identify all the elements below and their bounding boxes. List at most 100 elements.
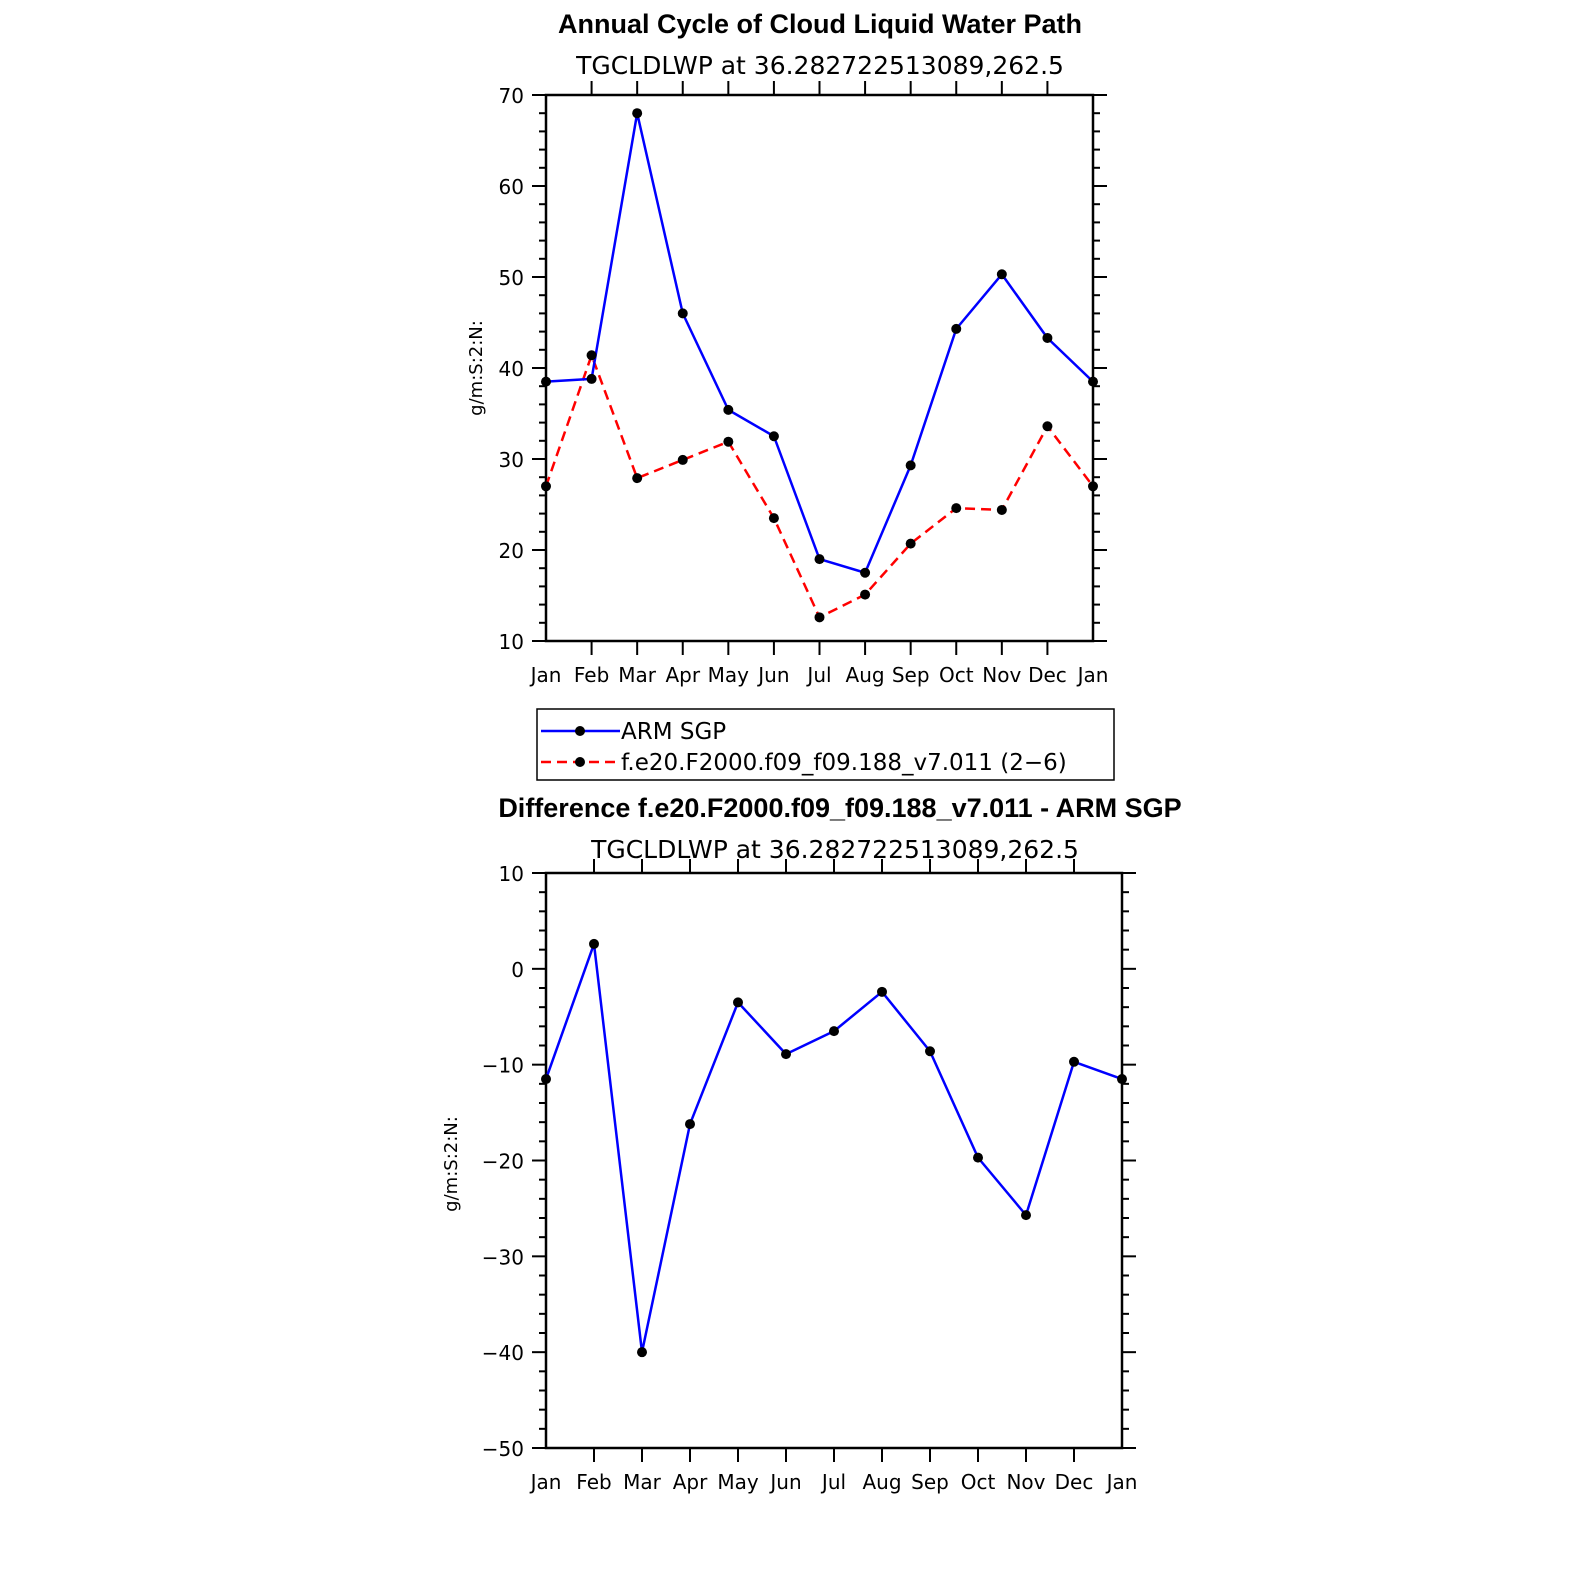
series-0-point — [723, 404, 734, 415]
y-tick-label: 60 — [499, 175, 524, 199]
x-tick-label: Mar — [618, 663, 657, 687]
x-tick-label: Dec — [1055, 1470, 1094, 1494]
series-1-point — [814, 612, 825, 623]
series-0-point — [1117, 1074, 1127, 1085]
x-tick-label: Jun — [768, 1470, 801, 1494]
x-tick-label: Dec — [1028, 663, 1067, 687]
series-0-point — [973, 1152, 983, 1163]
y-tick-label: 40 — [499, 357, 524, 381]
series-0-point — [996, 269, 1007, 280]
y-tick-label: −10 — [482, 1054, 524, 1078]
series-0-point — [589, 938, 599, 949]
top-y-axis-label: g/m:S:2:N: — [466, 320, 487, 416]
series-0-point — [877, 986, 887, 997]
y-tick-label: 50 — [499, 266, 524, 290]
y-tick-label: 30 — [499, 448, 524, 472]
x-tick-label: Feb — [574, 663, 609, 687]
series-1-point — [768, 513, 779, 524]
series-0-point — [637, 1347, 647, 1358]
series-0-point — [541, 376, 551, 387]
x-tick-label: Apr — [665, 663, 700, 687]
x-tick-label: Jul — [820, 1470, 846, 1494]
series-1-point — [996, 504, 1007, 515]
series-1-point — [586, 350, 597, 361]
x-tick-label: Sep — [911, 1470, 949, 1494]
y-tick-label: 20 — [499, 539, 524, 563]
series-1-point — [951, 503, 962, 514]
series-0-point — [925, 1046, 935, 1057]
series-1-point — [1088, 481, 1098, 492]
series-0-point — [905, 460, 916, 471]
x-tick-label: Oct — [961, 1470, 996, 1494]
y-tick-label: −50 — [482, 1437, 524, 1461]
x-tick-label: Nov — [982, 663, 1021, 687]
y-tick-label: −40 — [482, 1341, 524, 1365]
series-line-0 — [545, 111, 1094, 574]
x-tick-label: Oct — [939, 663, 974, 687]
x-tick-label: Apr — [673, 1470, 708, 1494]
x-tick-label: May — [717, 1470, 759, 1494]
x-tick-label: Jan — [529, 663, 562, 687]
x-tick-label: Jul — [805, 663, 831, 687]
y-tick-label: −20 — [482, 1150, 524, 1174]
x-tick-label: Mar — [623, 1470, 662, 1494]
x-tick-label: Nov — [1006, 1470, 1045, 1494]
x-tick-label: May — [708, 663, 750, 687]
top-chart-subtitle: TGCLDLWP at 36.282722513089,262.5 — [575, 51, 1064, 80]
series-0-point — [685, 1119, 695, 1130]
bottom-plot-area: Jan Feb Mar Apr May Jun Jul Aug Sep Oct Nov Dec Jan−… — [482, 859, 1138, 1494]
x-tick-label: Jan — [1105, 1470, 1138, 1494]
series-line-1 — [544, 354, 1094, 619]
legend-item-model: f.e20.F2000.f09_f09.188_v7.011 (2−6) — [541, 750, 1067, 776]
series-1-point — [723, 436, 734, 447]
series-0-point — [1069, 1056, 1079, 1067]
series-0-point — [632, 108, 643, 119]
series-0-point — [733, 997, 743, 1008]
series-0-point — [541, 1074, 551, 1085]
series-0-point — [860, 567, 871, 578]
series-0-point — [1042, 332, 1053, 343]
bottom-chart-title: Difference f.e20.F2000.f09_f09.188_v7.01… — [498, 793, 1181, 823]
series-1-point — [677, 454, 688, 465]
series-1-point — [632, 473, 643, 484]
y-tick-label: −30 — [482, 1245, 524, 1269]
series-0-point — [768, 431, 779, 442]
legend-item-arm-sgp: ARM SGP — [541, 719, 726, 745]
series-0-point — [677, 308, 688, 319]
series-0-point — [1088, 376, 1098, 387]
x-tick-label: Aug — [862, 1470, 901, 1494]
legend-label-model: f.e20.F2000.f09_f09.188_v7.011 (2−6) — [621, 750, 1067, 776]
series-0-point — [1021, 1210, 1031, 1221]
y-tick-label: 10 — [499, 630, 524, 654]
x-tick-label: Jun — [756, 663, 789, 687]
series-0-point — [814, 554, 825, 565]
series-0-point — [781, 1049, 791, 1060]
series-0-point — [951, 323, 962, 334]
legend-marker-model — [575, 757, 585, 767]
series-line-0 — [544, 942, 1123, 1354]
x-tick-label: Jan — [529, 1470, 562, 1494]
y-tick-label: 70 — [499, 84, 524, 108]
x-tick-label: Sep — [892, 663, 930, 687]
bottom-panel: Difference f.e20.F2000.f09_f09.188_v7.01… — [441, 793, 1182, 1494]
series-1-point — [541, 481, 551, 492]
series-1-point — [905, 538, 916, 549]
series-0-point — [586, 373, 597, 384]
bottom-y-axis-label: g/m:S:2:N: — [441, 1116, 462, 1212]
x-tick-label: Aug — [846, 663, 885, 687]
x-tick-label: Feb — [576, 1470, 611, 1494]
x-tick-label: Jan — [1076, 663, 1109, 687]
series-0-point — [829, 1026, 839, 1037]
series-1-point — [1042, 421, 1053, 432]
plot-frame — [544, 871, 1124, 1450]
y-tick-label: 10 — [499, 862, 524, 886]
legend-box — [536, 708, 1115, 781]
legend: ARM SGP f.e20.F2000.f09_f09.188_v7.011 (… — [536, 708, 1115, 781]
top-plot-area: Jan Feb Mar Apr May Jun Jul Aug Sep Oct Nov Dec Jan1… — [499, 81, 1109, 687]
series-1-point — [860, 589, 871, 600]
top-chart-title: Annual Cycle of Cloud Liquid Water Path — [558, 9, 1082, 39]
legend-label-arm-sgp: ARM SGP — [621, 719, 726, 745]
top-panel: Annual Cycle of Cloud Liquid Water Path … — [466, 9, 1115, 781]
y-tick-label: 0 — [511, 958, 524, 982]
